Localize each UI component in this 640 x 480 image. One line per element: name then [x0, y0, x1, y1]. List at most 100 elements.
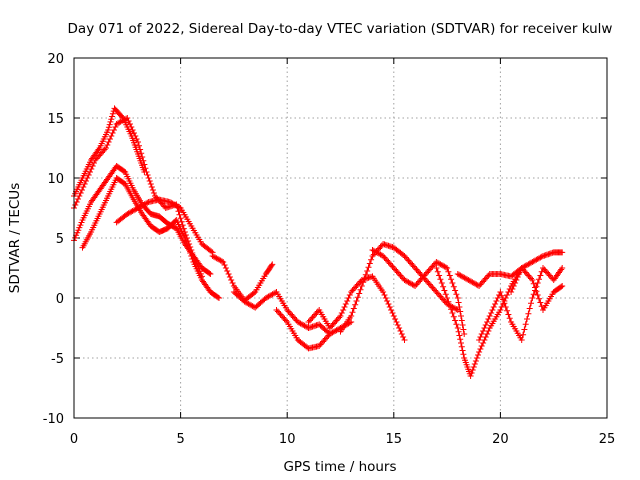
data-point	[482, 334, 489, 340]
data-point	[364, 268, 371, 274]
series-track-e	[113, 196, 216, 256]
data-point	[480, 328, 487, 334]
data-point	[133, 205, 140, 212]
data-point	[472, 358, 479, 364]
data-point	[207, 271, 214, 277]
data-point	[105, 139, 112, 145]
data-point	[496, 292, 503, 298]
data-point	[461, 331, 468, 337]
data-point	[446, 272, 453, 279]
series-track-n	[476, 265, 566, 343]
data-point	[480, 340, 487, 346]
data-point	[452, 317, 459, 324]
data-point	[458, 317, 465, 324]
data-point	[216, 295, 222, 301]
data-point	[516, 271, 523, 277]
data-point	[390, 313, 397, 319]
data-point	[456, 304, 463, 310]
data-point	[393, 319, 400, 325]
data-point	[444, 265, 451, 271]
grid	[74, 58, 607, 418]
data-point	[356, 290, 363, 297]
data-point	[75, 196, 81, 202]
data-point	[438, 280, 445, 286]
data-point	[178, 218, 185, 225]
data-point	[357, 286, 364, 293]
data-point	[214, 294, 221, 301]
data-point	[453, 321, 460, 328]
data-point	[392, 316, 399, 322]
series-track-l	[433, 265, 525, 379]
data-point	[450, 283, 457, 290]
data-point	[481, 325, 488, 331]
data-point	[497, 307, 504, 313]
data-point	[444, 295, 451, 301]
data-point	[368, 256, 375, 263]
data-point	[144, 199, 151, 206]
data-point	[108, 116, 115, 123]
data-point	[394, 322, 401, 328]
data-point	[133, 136, 140, 142]
data-point	[362, 271, 369, 278]
data-point	[388, 307, 395, 313]
data-point	[453, 291, 460, 298]
data-point	[537, 272, 544, 279]
data-point	[509, 286, 516, 292]
data-point	[459, 322, 466, 328]
data-point	[176, 211, 183, 218]
data-point	[350, 305, 357, 312]
data-point	[185, 244, 192, 250]
data-point	[559, 265, 566, 271]
data-point	[536, 276, 542, 283]
data-point	[218, 258, 225, 265]
data-point	[89, 163, 96, 169]
data-point	[454, 325, 461, 331]
data-point	[475, 352, 481, 358]
data-point	[467, 373, 474, 379]
data-point	[536, 295, 542, 302]
data-point	[437, 276, 444, 283]
data-point	[222, 265, 229, 271]
data-point	[136, 142, 142, 149]
series-track-k	[369, 247, 468, 337]
data-point	[490, 304, 497, 310]
data-point	[505, 311, 512, 318]
data-point	[481, 337, 488, 343]
data-point	[109, 130, 116, 136]
data-point	[484, 331, 491, 337]
data-point	[445, 298, 452, 305]
data-point	[135, 139, 141, 145]
y-tick-label: 0	[56, 292, 64, 307]
data-point	[386, 304, 393, 310]
series-track-d	[79, 175, 222, 301]
data-point	[73, 199, 80, 205]
data-point	[497, 289, 504, 295]
data-point	[147, 181, 154, 187]
data-point	[250, 290, 257, 297]
data-point	[485, 316, 492, 322]
plot-frame	[73, 57, 608, 419]
data-point	[348, 313, 355, 319]
data-point	[268, 262, 275, 269]
data-point	[470, 364, 477, 370]
data-point	[440, 283, 447, 290]
data-point	[484, 319, 491, 325]
data-point	[514, 274, 521, 280]
data-point	[148, 184, 155, 190]
data-point	[85, 172, 92, 178]
data-point	[520, 331, 527, 338]
data-point	[221, 262, 228, 268]
data-point	[442, 264, 449, 271]
data-point	[452, 287, 459, 294]
data-point	[112, 124, 119, 130]
data-point	[360, 279, 367, 286]
data-point	[108, 133, 115, 139]
data-point	[145, 175, 152, 181]
data-point	[150, 190, 157, 196]
data-point	[524, 316, 530, 322]
data-point	[538, 253, 545, 260]
data-point	[458, 340, 464, 346]
data-point	[83, 178, 89, 184]
data-point	[338, 310, 345, 316]
data-point	[365, 264, 372, 271]
